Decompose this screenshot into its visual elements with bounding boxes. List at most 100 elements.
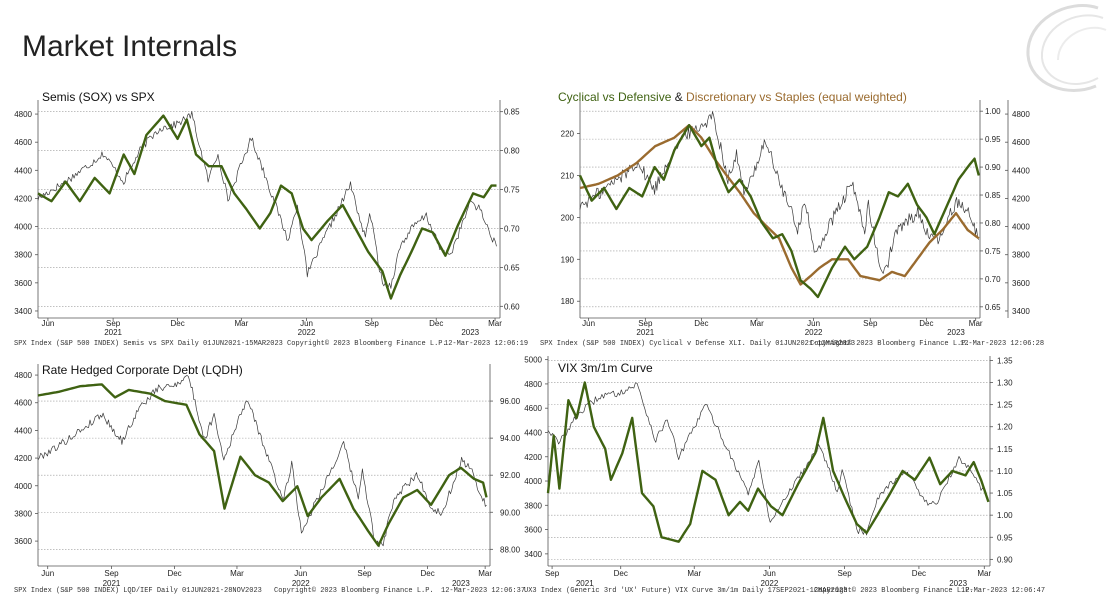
right-axis-tick-label: 1.05	[997, 489, 1013, 498]
right-axis-tick-label: 90.00	[500, 508, 521, 517]
x-axis-year-label: 2022	[292, 579, 310, 588]
chart-cyclical-vs-defensive-svg: 0.65 0.70 0.75 0.80 0.85 0.90 0.95 1.00 180 190 20…	[558, 90, 1030, 337]
footer-copyright: Copyright© 2023 Bloomberg Finance L.P.	[814, 587, 974, 595]
right-axis-tick-label: 1.20	[997, 423, 1013, 432]
left-axis-tick-label: 4600	[524, 404, 542, 413]
x-axis-month-label: Jun	[807, 319, 820, 328]
x-axis-month-label: Mar	[230, 569, 244, 578]
x-axis-year-label: 2021	[576, 579, 594, 588]
footer-source: SPX Index (S&P 500 INDEX) Semis vs SPX D…	[14, 340, 447, 348]
left-axis-tick-label: 4800	[14, 110, 32, 119]
x-axis-month-label: Mar	[750, 319, 764, 328]
right-axis-tick-label: 0.70	[985, 275, 1001, 284]
left-axis-tick-label: 4800	[524, 380, 542, 389]
chart-title: Cyclical vs Defensive & Discretionary vs…	[558, 90, 907, 104]
right-axis-tick-label: 1.30	[997, 379, 1013, 388]
left-axis-tick-label: 4600	[14, 399, 32, 408]
left-axis-tick-label: 4000	[524, 477, 542, 486]
chart-cyclical-vs-defensive: 0.65 0.70 0.75 0.80 0.85 0.90 0.95 1.00 180 190 20…	[540, 82, 1111, 352]
left-axis-tick-label: 3400	[524, 550, 542, 559]
right-axis-tick-label: 0.70	[504, 224, 520, 233]
series-green-line	[37, 383, 488, 547]
left-axis-tick-label: 190	[561, 255, 575, 264]
left-axis-tick-label: 3600	[14, 537, 32, 546]
x-axis-month-label: Jun	[41, 569, 54, 578]
far-right-axis-tick-label: 3400	[1012, 307, 1030, 316]
right-axis-tick-label: 88.00	[500, 545, 521, 554]
footer-timestamp: 12-Mar-2023 12:06:37	[441, 587, 526, 595]
right-axis-tick-label: 0.85	[504, 108, 520, 117]
right-axis-tick-label: 0.65	[504, 263, 520, 272]
series-green-line	[546, 381, 990, 543]
left-axis-tick-label: 3600	[524, 526, 542, 535]
series-green-line	[37, 114, 497, 300]
far-right-axis-tick-label: 4800	[1012, 110, 1030, 119]
x-axis-month-label: Jun	[300, 319, 313, 328]
x-axis-month-label: Mar	[488, 319, 502, 328]
chart-vix-curve-svg: 0.90 0.95 1.00 1.05 1.10 1.15 1.20 1.25 1.30 1.35…	[524, 356, 1013, 588]
title-part-cyclical: Cyclical vs Defensive	[558, 90, 672, 104]
series-green-line	[578, 124, 980, 299]
right-axis-tick-label: 0.80	[985, 219, 1001, 228]
chart-semis-vs-spx-svg: 0.60 0.65 0.70 0.75 0.80 0.85 3400 3600 3800 4000…	[14, 90, 520, 337]
ring-logo-icon	[1026, 4, 1107, 92]
right-axis-tick-label: 0.90	[997, 555, 1013, 564]
footer-source: UX3 Index (Generic 3rd 'UX' Future) VIX …	[524, 587, 848, 595]
x-axis-year-label: 2023	[947, 328, 965, 337]
left-axis-tick-label: 210	[561, 171, 575, 180]
left-axis-tick-label: 4400	[14, 166, 32, 175]
chart-footer-cyclical: SPX Index (S&P 500 INDEX) Cyclical v Def…	[540, 340, 1111, 350]
far-right-axis-tick-label: 4400	[1012, 166, 1030, 175]
right-axis-tick-label: 92.00	[500, 471, 521, 480]
far-right-axis-tick-label: 4000	[1012, 223, 1030, 232]
right-axis-tick-label: 1.10	[997, 467, 1013, 476]
x-axis-month-label: Mar	[969, 319, 983, 328]
x-axis-month-label: Dec	[912, 569, 926, 578]
x-axis-month-label: Sep	[638, 319, 653, 328]
right-axis-tick-label: 0.85	[985, 191, 1001, 200]
x-axis-year-label: 2021	[636, 328, 654, 337]
x-axis-month-label: Jun	[41, 319, 54, 328]
left-axis-tick-label: 200	[561, 213, 575, 222]
far-right-axis-tick-label: 4200	[1012, 194, 1030, 203]
right-axis-tick-label: 96.00	[500, 397, 521, 406]
series-spx-price-line	[37, 375, 487, 548]
chart-vix-curve: 0.90 0.95 1.00 1.05 1.10 1.15 1.20 1.25 1.30 1.35…	[520, 352, 1111, 592]
right-axis-tick-label: 0.90	[985, 163, 1001, 172]
left-axis-tick-label: 3400	[14, 307, 32, 316]
x-axis-month-label: Dec	[919, 319, 933, 328]
x-axis-year-label: 2023	[452, 579, 470, 588]
left-axis-tick-label: 180	[561, 297, 575, 306]
x-axis-month-label: Sep	[837, 569, 852, 578]
far-right-axis-tick-label: 4600	[1012, 138, 1030, 147]
chart-footer-semis: SPX Index (S&P 500 INDEX) Semis vs SPX D…	[14, 340, 534, 350]
right-axis-tick-label: 1.00	[985, 107, 1001, 116]
x-axis-month-label: Jun	[294, 569, 307, 578]
title-part-amp: &	[671, 90, 686, 104]
x-axis-year-label: 2021	[103, 579, 121, 588]
footer-timestamp: 12-Mar-2023 12:06:47	[961, 587, 1046, 595]
x-axis-year-label: 2022	[761, 579, 779, 588]
x-axis-month-label: Sep	[357, 569, 372, 578]
x-axis-month-label: Dec	[420, 569, 434, 578]
x-axis-month-label: Dec	[429, 319, 443, 328]
right-axis-tick-label: 94.00	[500, 434, 521, 443]
left-axis-tick-label: 4000	[14, 482, 32, 491]
chart-rate-hedged-corporate-debt: 88.00 90.00 92.00 94.00 96.00 3600 3800 4000 420…	[0, 352, 540, 592]
right-axis-tick-label: 1.15	[997, 445, 1013, 454]
series-spx-price-line	[547, 382, 989, 536]
left-axis-tick-label: 4200	[524, 453, 542, 462]
x-axis-month-label: Sep	[365, 319, 380, 328]
right-axis-tick-label: 0.75	[504, 186, 520, 195]
left-axis-tick-label: 3800	[524, 501, 542, 510]
chart-lqdh-svg: 88.00 90.00 92.00 94.00 96.00 3600 3800 4000 420…	[14, 363, 521, 588]
right-axis-tick-label: 0.75	[985, 247, 1001, 256]
right-axis-tick-label: 0.60	[504, 302, 520, 311]
left-axis-tick-label: 3800	[14, 251, 32, 260]
x-axis-month-label: Jun	[763, 569, 776, 578]
x-axis-year-label: 2022	[805, 328, 823, 337]
x-axis-month-label: Mar	[687, 569, 701, 578]
slide-title: Market Internals	[22, 30, 238, 63]
x-axis-year-label: 2023	[949, 579, 967, 588]
left-axis-tick-label: 3600	[14, 279, 32, 288]
